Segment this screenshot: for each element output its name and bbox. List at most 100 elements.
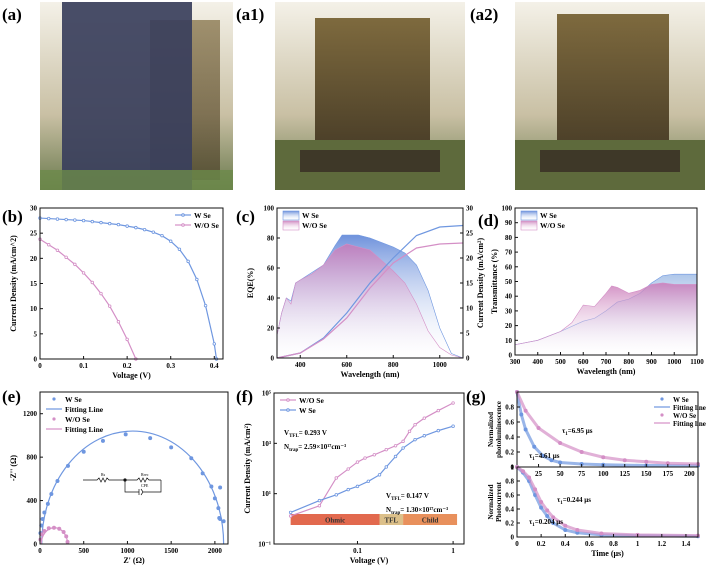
data-point: [169, 445, 174, 450]
data-point: [355, 484, 360, 489]
legend-label: Fitting Line: [65, 425, 104, 434]
chart-c: 400 600 800 1000020406080100051015202530Wav…: [246, 205, 485, 380]
y-tick-label: 10⁵: [262, 390, 271, 398]
data-point: [123, 432, 128, 437]
x-tick-label: 1000: [433, 361, 448, 369]
x-tick-label: 600: [578, 358, 589, 366]
plot-frame: [516, 466, 699, 538]
y-tick-label: 0: [511, 534, 515, 542]
legend-label: W/O Se: [65, 415, 90, 424]
x-tick-label: 175: [663, 470, 674, 478]
y-axis-label: Normalized photoluminescence: [486, 401, 503, 458]
data-point: [413, 437, 417, 442]
y2-tick-label: 15: [466, 280, 474, 288]
legend-entry: W/O Se: [282, 220, 327, 231]
photo-a1: [275, 2, 465, 190]
data-point: [142, 227, 147, 232]
y-tick-label: 20: [30, 255, 38, 263]
data-point: [73, 218, 77, 222]
data-point: [563, 528, 568, 533]
data-point: [108, 304, 112, 308]
photo-a2: [515, 2, 705, 190]
y-tick-label: 0: [34, 356, 38, 364]
data-point: [116, 222, 121, 227]
panel-label-e: (e): [2, 387, 21, 406]
legend-entry: Fitting line: [654, 404, 706, 412]
area-wo_se: [276, 243, 464, 359]
legend-marker: [286, 398, 290, 402]
ntrap-annotation: Ntrap= 2.59×10¹⁷cm⁻³: [284, 443, 346, 453]
y-tick-label: 0.8: [505, 404, 514, 412]
x-tick-label: 2000: [208, 547, 223, 555]
data-point: [346, 487, 350, 492]
legend-entry: W Se: [175, 211, 211, 220]
x-tick-label: 1500: [164, 547, 179, 555]
x-tick-label: 400: [533, 358, 544, 366]
data-point: [81, 449, 86, 454]
legend-label: W Se: [673, 396, 689, 404]
y-tick-label: 1: [511, 464, 515, 472]
y-tick-label: 5: [34, 330, 38, 338]
panel-label-a1: (a1): [236, 5, 264, 24]
region-label: Child: [422, 517, 439, 525]
data-point: [195, 277, 199, 282]
tau-annotation: τ1=6.95 μs: [562, 427, 593, 437]
panel-label-f: (f): [236, 387, 253, 406]
x-tick-label: 1: [636, 540, 640, 548]
data-point: [377, 473, 382, 477]
legend-entry: W/O Se: [52, 415, 90, 424]
data-point: [401, 446, 405, 450]
y-tick-label: 80: [505, 234, 513, 242]
data-point: [203, 303, 208, 308]
legend-label: Fitting line: [673, 404, 706, 412]
panel-label-d: (d): [478, 211, 499, 230]
vtfl-annotation: VTFL= 0.147 V: [386, 492, 429, 502]
region-tfl: [379, 514, 404, 525]
data-point: [549, 458, 554, 463]
data-point: [539, 499, 544, 504]
data-point: [116, 320, 121, 324]
data-point: [47, 216, 51, 221]
legend-marker: [181, 223, 185, 227]
data-point: [151, 230, 155, 234]
legend-entry: Fitting Line: [46, 425, 104, 434]
x-axis-label: Voltage (V): [112, 371, 151, 380]
x-axis-label: Z' (Ω): [123, 556, 145, 565]
legend-label: W/O Se: [673, 412, 696, 420]
data-point: [551, 515, 556, 520]
plot-frame: [273, 392, 465, 545]
series-line-wo_se: [276, 242, 464, 359]
data-point: [540, 453, 545, 458]
y-tick-label: 60: [267, 265, 275, 273]
data-point: [532, 444, 537, 449]
y-tick-label: 30: [30, 205, 38, 213]
data-point: [599, 531, 604, 536]
legend-entry: Fitting Line: [46, 405, 104, 414]
legend-entry: W/O Se: [520, 220, 565, 231]
x-axis-label: Voltage (V): [350, 556, 389, 565]
y-tick-label: 0: [271, 355, 275, 363]
y-axis-label: Current Density (mA/cm²): [243, 423, 252, 514]
data-point: [622, 458, 627, 463]
data-point: [64, 255, 68, 260]
y-axis-label: Transmittance (%): [490, 249, 499, 314]
data-point: [288, 510, 293, 515]
x-tick-label: 0.4: [561, 540, 570, 548]
legend-swatch: [282, 220, 300, 231]
data-point: [372, 453, 377, 457]
legend-label: W Se: [302, 211, 319, 220]
y-tick-label: 50: [505, 278, 513, 286]
region-label: TFL: [384, 517, 398, 525]
circuit-node: [123, 478, 127, 482]
fit-line-wo_se: [40, 527, 69, 545]
legend-entry: W Se: [280, 406, 316, 415]
data-point: [64, 217, 68, 222]
legend-entry: W/O Se: [280, 396, 324, 405]
x-axis-label: Wavelength (nm): [341, 370, 400, 379]
y2-tick-label: 25: [466, 230, 474, 238]
y-tick-label: 0.2: [505, 520, 514, 528]
data-point: [536, 425, 541, 430]
y-tick-label: 0.2: [505, 449, 514, 457]
tau-annotation: τ1=0.204 μs: [529, 518, 563, 528]
